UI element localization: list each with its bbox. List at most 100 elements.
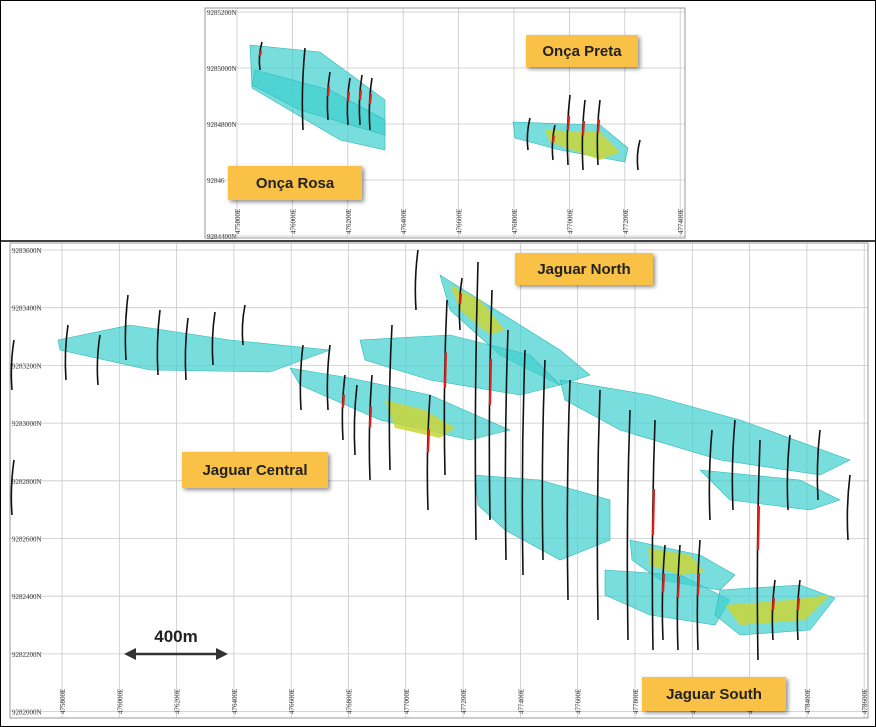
- drillhole: [504, 329, 509, 561]
- northing-label: 9282000N: [12, 709, 42, 717]
- label-box: [228, 166, 362, 200]
- drillhole: [368, 374, 373, 481]
- deposit-label: Onça Preta: [542, 43, 622, 60]
- label-box: [182, 452, 328, 488]
- drillhole: [581, 99, 586, 171]
- deposit-label: Jaguar Central: [202, 462, 307, 479]
- northing-label: 9282800N: [12, 478, 42, 486]
- northing-label: 9283000N: [12, 420, 42, 428]
- drillhole: [368, 77, 373, 131]
- high-grade: [725, 595, 830, 625]
- easting-label: 476200E: [345, 209, 353, 234]
- assay-interval: [426, 429, 431, 453]
- assay-interval: [368, 93, 373, 105]
- drillhole: [64, 324, 69, 381]
- drillhole: [566, 94, 571, 166]
- easting-label: 477200E: [622, 209, 630, 234]
- drillhole: [326, 344, 331, 411]
- drillhole: [299, 344, 304, 411]
- deposit-label: Jaguar South: [666, 686, 762, 703]
- drillhole: [796, 579, 801, 641]
- northing-label: 92846: [207, 177, 225, 185]
- northing-label: 9282200N: [12, 651, 42, 659]
- drillhole: [358, 74, 363, 126]
- drillhole: [651, 419, 656, 651]
- deposit-label: Onça Rosa: [256, 175, 335, 192]
- drillhole: [756, 439, 761, 661]
- deposit-labels: Onça Preta Onça Rosa Jaguar North Jaguar…: [182, 35, 786, 711]
- easting-label: 477400E: [517, 689, 525, 714]
- northing-label: 9285000N: [207, 65, 237, 73]
- drillhole: [846, 474, 851, 541]
- easting-label: 476200E: [174, 689, 182, 714]
- easting-label: 476800E: [346, 689, 354, 714]
- scale-bar: 400m: [124, 627, 228, 660]
- drillhole: [353, 384, 358, 456]
- drillhole: [241, 304, 246, 346]
- inset-grid: 9285200N 9285000N 9284800N 92846 9284400N475…: [205, 8, 685, 241]
- assay-interval: [358, 89, 363, 101]
- drillhole: [708, 429, 713, 521]
- drillhole: [526, 117, 531, 151]
- drillhole: [458, 277, 463, 331]
- main-frame: [9, 242, 869, 719]
- northing-label: 9282400N: [12, 593, 42, 601]
- easting-label: 477000E: [403, 689, 411, 714]
- assay-interval: [458, 293, 463, 305]
- high-grade: [648, 548, 705, 575]
- easting-label: 476400E: [231, 689, 239, 714]
- drillhole: [696, 539, 701, 651]
- northing-label: 9285200N: [207, 9, 237, 17]
- assay-interval: [258, 50, 263, 57]
- deposit-label: Jaguar North: [537, 261, 630, 278]
- drillhole: [326, 71, 331, 121]
- drillhole: [816, 429, 821, 501]
- drillhole: [551, 124, 556, 161]
- northing-label: 9283600N: [12, 247, 42, 255]
- drillhole: [626, 409, 631, 641]
- drillhole: [676, 544, 681, 651]
- label-box: [526, 35, 638, 67]
- assay-interval: [551, 135, 556, 143]
- assay-interval: [696, 572, 701, 596]
- drillhole: [488, 289, 493, 521]
- drillhole: [96, 334, 101, 386]
- assay-interval: [676, 576, 681, 598]
- drillhole: [474, 261, 479, 541]
- easting-label: 477600E: [575, 689, 583, 714]
- zone: [699, 469, 841, 511]
- drillhole: [521, 349, 526, 576]
- easting-label: 476600E: [456, 209, 464, 234]
- easting-label: 476800E: [511, 209, 519, 234]
- drillhole: [156, 309, 161, 376]
- drillhole: [541, 359, 546, 561]
- drillhole: [771, 579, 776, 641]
- drillhole: [426, 394, 431, 511]
- northing-label: 9284800N: [207, 121, 237, 129]
- assay-interval: [771, 597, 776, 611]
- assay-interval: [596, 119, 601, 133]
- easting-label: 476600E: [288, 689, 296, 714]
- northing-label: 9283200N: [12, 362, 42, 370]
- arrow: [124, 648, 136, 660]
- drillhole: [258, 41, 263, 71]
- assay-interval: [566, 115, 571, 131]
- drillhole: [661, 544, 666, 641]
- assay-interval: [651, 488, 656, 536]
- northing-label: 9282600N: [12, 536, 42, 544]
- drillhole: [341, 374, 346, 441]
- drillhole: [596, 389, 601, 621]
- assay-interval: [346, 91, 351, 102]
- assay-interval: [796, 597, 801, 611]
- easting-label: 477800E: [632, 689, 640, 714]
- drillhole: [414, 249, 419, 311]
- assay-interval: [443, 352, 448, 388]
- easting-label: 476000E: [289, 209, 297, 234]
- drillhole: [124, 294, 129, 361]
- assay-interval: [341, 394, 346, 408]
- drillhole: [731, 419, 736, 511]
- zone: [359, 334, 561, 396]
- label-box: [642, 677, 786, 711]
- easting-label: 476400E: [400, 209, 408, 234]
